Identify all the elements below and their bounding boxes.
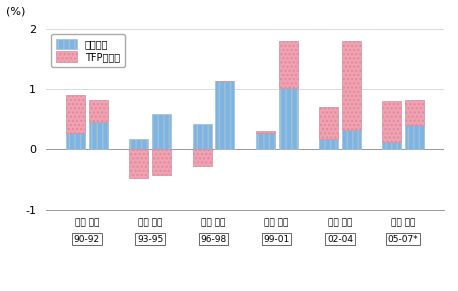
Text: 05-07*: 05-07* [388, 235, 419, 244]
Bar [192, 149, 212, 166]
Text: 日本 米国: 日本 米国 [328, 219, 352, 228]
Bar [405, 125, 424, 149]
Text: 02-04: 02-04 [327, 235, 353, 244]
Bar [215, 81, 234, 149]
Bar [256, 131, 275, 133]
Bar [256, 133, 275, 149]
Text: 93-95: 93-95 [137, 235, 164, 244]
Bar [129, 149, 148, 178]
Bar [129, 139, 148, 149]
Text: 96-98: 96-98 [200, 235, 227, 244]
Text: 日本 米国: 日本 米国 [264, 219, 289, 228]
Bar [405, 100, 424, 125]
Text: 日本 米国: 日本 米国 [138, 219, 162, 228]
Bar [66, 95, 85, 133]
Bar [382, 101, 401, 142]
Bar [319, 107, 338, 139]
Text: 日本 米国: 日本 米国 [391, 219, 415, 228]
Text: 日本 米国: 日本 米国 [201, 219, 226, 228]
Text: 90-92: 90-92 [74, 235, 100, 244]
Bar [152, 114, 171, 149]
Text: (%): (%) [6, 6, 25, 17]
Bar [89, 100, 108, 122]
Bar [278, 41, 298, 88]
Bar [278, 88, 298, 149]
Bar [382, 142, 401, 149]
Bar [152, 149, 171, 175]
Bar [342, 129, 361, 149]
Bar [319, 139, 338, 149]
Bar [192, 124, 212, 149]
Text: 日本 米国: 日本 米国 [75, 219, 99, 228]
Legend: 情報資本, TFP成長率: 情報資本, TFP成長率 [51, 34, 125, 67]
Bar [66, 133, 85, 149]
Text: 99-01: 99-01 [263, 235, 290, 244]
Bar [89, 122, 108, 149]
Bar [342, 41, 361, 129]
